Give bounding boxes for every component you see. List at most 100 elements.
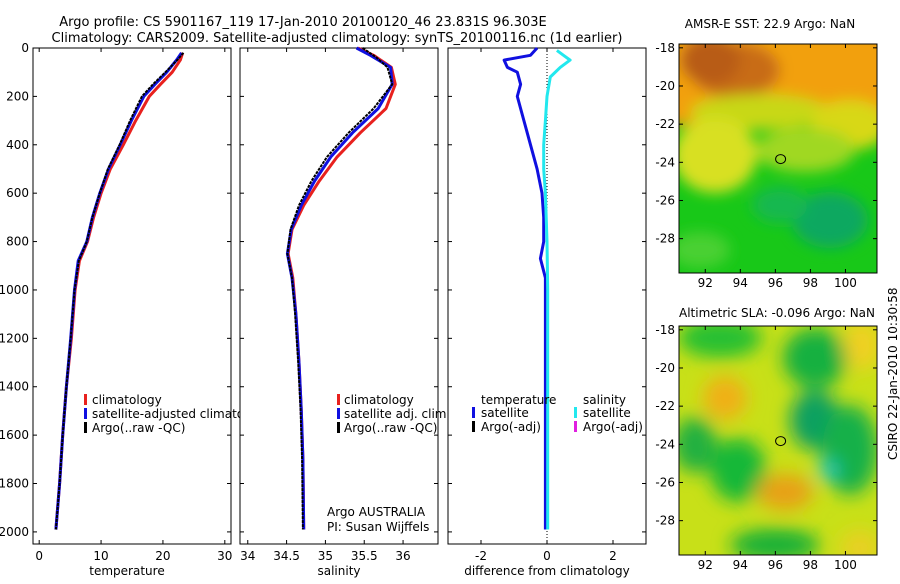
x-tick-label: 34 (240, 549, 255, 563)
legend-label-satellite: satellite-adjusted climatology (92, 407, 270, 421)
salinity-series (285, 46, 397, 530)
y-tick-label: -18 (655, 323, 675, 337)
y-tick-label: 600 (6, 186, 29, 200)
legend-label-climatology: climatology (92, 393, 162, 407)
x-tick-label: 100 (834, 558, 857, 572)
salinity-x-axis: 34 34.5 35 35.5 36 (240, 48, 411, 563)
x-tick-label: 100 (834, 276, 857, 290)
x-tick-label: 94 (733, 558, 748, 572)
difference-x-axis: -2 0 2 (475, 48, 617, 563)
sla-map-panel: Altimetric SLA: -0.096 Argo: NaN 92 94 96 9… (655, 306, 878, 572)
x-tick-label: 36 (395, 549, 410, 563)
x-tick-label: 2 (609, 549, 617, 563)
y-tick-label: -22 (655, 117, 675, 131)
temperature-panel: 0 200 400 600 800 1000 1200 1400 1600 1800 2000 0 1… (0, 41, 270, 578)
title-line-2: Climatology: CARS2009. Satellite-adjuste… (52, 31, 623, 46)
difference-series (502, 46, 572, 530)
x-tick-label: 0 (543, 549, 551, 563)
y-tick-label: 200 (6, 89, 29, 103)
x-tick-label: 10 (93, 549, 108, 563)
argo-float-location-marker (775, 154, 787, 165)
salinity-xlabel: salinity (317, 564, 360, 578)
sst-field (679, 44, 877, 273)
sst-map-title: AMSR-E SST: 22.9 Argo: NaN (685, 17, 855, 31)
title-line-1: Argo profile: CS 5901167_119 17-Jan-2010… (59, 15, 547, 30)
salinity-legend: climatology satellite adj. clim. Argo(..… (337, 393, 450, 435)
x-tick-label: 98 (803, 276, 818, 290)
legend-title-temperature: temperature (481, 393, 556, 407)
y-tick-label: -22 (655, 399, 675, 413)
legend-swatch-satellite (337, 408, 340, 419)
legend-swatch-sal-satellite (574, 407, 577, 418)
legend-title-salinity: salinity (583, 393, 626, 407)
x-tick-label: -2 (475, 549, 487, 563)
difference-y-ticks (448, 47, 646, 533)
legend-label-climatology: climatology (344, 393, 414, 407)
y-tick-label: 1600 (0, 428, 29, 442)
temperature-y-axis: 0 200 400 600 800 1000 1200 1400 1600 1800 2000 (0, 41, 231, 539)
y-tick-label: 800 (6, 235, 29, 249)
series-line-argo (54, 52, 185, 530)
difference-panel: -2 0 2 difference from climatology tempera… (447, 46, 647, 578)
legend-label-argo: Argo(..raw -QC) (92, 421, 185, 435)
x-tick-label: 30 (217, 549, 232, 563)
x-tick-label: 96 (768, 558, 783, 572)
y-tick-label: 1400 (0, 380, 29, 394)
series-line-salinity-satellite (542, 49, 572, 530)
legend-label-temp-satellite: satellite (481, 406, 529, 420)
argo-operator: Argo AUSTRALIA (327, 505, 426, 519)
x-tick-label: 35 (318, 549, 333, 563)
y-tick-label: -28 (655, 514, 675, 528)
temperature-x-axis: 0 10 20 30 (35, 48, 232, 563)
legend-label-argo: Argo(..raw -QC) (344, 421, 437, 435)
salinity-panel: 34 34.5 35 35.5 36 salinity climatology sate… (239, 46, 450, 578)
temperature-series (54, 51, 185, 530)
legend-swatch-argo (84, 422, 87, 433)
x-tick-label: 96 (768, 276, 783, 290)
y-tick-label: -20 (655, 361, 675, 375)
y-tick-label: -24 (655, 437, 675, 451)
legend-label-satellite: satellite adj. clim. (344, 407, 450, 421)
sla-map-title: Altimetric SLA: -0.096 Argo: NaN (679, 306, 875, 320)
sla-map-axes: 92 94 96 98 100 -18 -20 -22 -24 -26 -28 (655, 323, 877, 572)
x-tick-label: 20 (155, 549, 170, 563)
y-tick-label: -20 (655, 79, 675, 93)
legend-label-temp-argo: Argo(-adj) (481, 420, 541, 434)
legend-swatch-satellite (84, 408, 87, 419)
salinity-axes-box (239, 47, 439, 545)
y-tick-label: 400 (6, 138, 29, 152)
legend-swatch-sal-argo (574, 421, 577, 432)
legend-swatch-climatology (337, 394, 340, 405)
salinity-y-ticks (240, 47, 438, 533)
legend-label-sal-satellite: satellite (583, 406, 631, 420)
x-tick-label: 94 (733, 276, 748, 290)
y-tick-label: 2000 (0, 525, 29, 539)
sst-map-axes: 92 94 96 98 100 -18 -20 -22 -24 -26 -28 (655, 41, 877, 290)
x-tick-label: 92 (698, 558, 713, 572)
difference-legend: temperature satellite Argo(-adj) salinit… (472, 393, 643, 434)
sla-map-frame (678, 325, 878, 556)
legend-swatch-temp-satellite (472, 407, 475, 418)
temperature-legend: climatology satellite-adjusted climatolo… (84, 393, 270, 435)
sla-field (679, 326, 877, 555)
csiro-timestamp: CSIRO 22-Jan-2010 10:30:58 (886, 287, 900, 460)
y-tick-label: -26 (655, 193, 675, 207)
y-tick-label: 1000 (0, 283, 29, 297)
x-tick-label: 34.5 (273, 549, 300, 563)
legend-swatch-climatology (84, 394, 87, 405)
y-tick-label: 1800 (0, 477, 29, 491)
x-tick-label: 92 (698, 276, 713, 290)
x-tick-label: 35.5 (351, 549, 378, 563)
legend-swatch-temp-argo (472, 421, 475, 432)
sst-map-frame (678, 43, 878, 274)
argo-pi: PI: Susan Wijffels (327, 520, 429, 534)
series-line-temperature-satellite (502, 46, 547, 530)
x-tick-label: 0 (35, 549, 43, 563)
y-tick-label: 0 (21, 41, 29, 55)
y-tick-label: -26 (655, 475, 675, 489)
y-tick-label: 1200 (0, 331, 29, 345)
temperature-xlabel: temperature (89, 564, 164, 578)
argo-float-location-marker (775, 436, 787, 447)
sst-map-panel: AMSR-E SST: 22.9 Argo: NaN 92 94 96 98 100 -1… (655, 17, 878, 290)
